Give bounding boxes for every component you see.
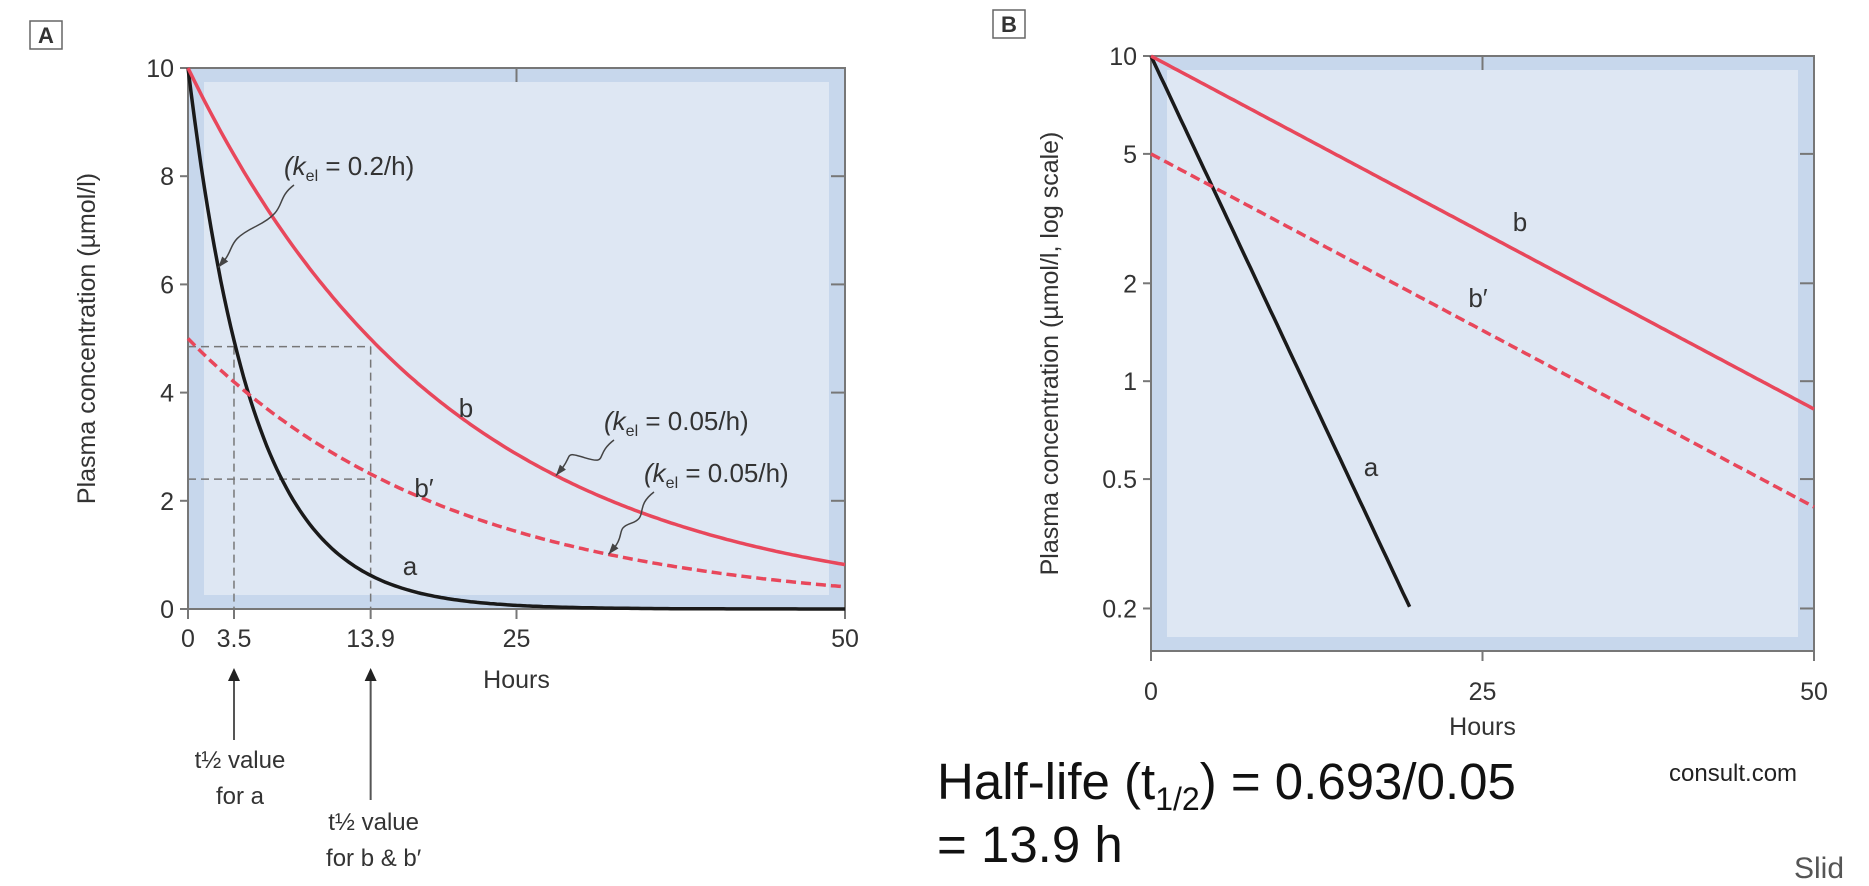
y-tick-label: 0.5 — [1102, 466, 1137, 494]
series-line-a — [1149, 55, 1412, 608]
x-tick-label: 0 — [181, 625, 195, 653]
source-credit: consult.com — [1669, 760, 1798, 787]
y-tick-label: 10 — [1109, 43, 1137, 71]
x-tick-label: 25 — [1469, 678, 1497, 706]
half-life-note: for a — [216, 783, 265, 810]
series-line-b — [186, 67, 846, 567]
formula-text-end: ) = 0.693/0.05 — [1199, 753, 1516, 810]
y-tick-label: 2 — [160, 488, 174, 516]
x-axis-label: Hours — [483, 666, 550, 694]
x-axis-label: Hours — [1449, 713, 1516, 741]
series-label-b: b — [459, 393, 473, 423]
formula-subscript: 1/2 — [1155, 781, 1200, 818]
y-tick-label: 0.2 — [1102, 595, 1137, 623]
series-label-b-prime: b′ — [414, 473, 433, 503]
annotation-leader — [607, 491, 655, 555]
x-tick-label: 50 — [1800, 678, 1828, 706]
x-tick-label: 50 — [831, 625, 859, 653]
y-tick-label: 8 — [160, 163, 174, 191]
plot-inner-area — [1167, 70, 1798, 637]
series-label-b-prime: b′ — [1468, 283, 1487, 313]
y-axis-label: Plasma concentration (µmol/l, log scale) — [1036, 132, 1064, 576]
x-tick-label: 3.5 — [217, 625, 252, 653]
series-label-a: a — [1364, 452, 1379, 482]
half-life-arrowhead — [227, 668, 240, 681]
plot-inner-area — [204, 82, 829, 595]
y-tick-label: 0 — [160, 596, 174, 624]
series-label-a: a — [403, 551, 418, 581]
y-tick-label: 2 — [1123, 270, 1137, 298]
half-life-result: = 13.9 h — [937, 816, 1123, 873]
slide-label: Slid — [1794, 852, 1845, 885]
series-line-a — [186, 67, 845, 611]
annotation-leader — [555, 439, 615, 477]
series-label-b: b — [1513, 207, 1527, 237]
annotation-arrowhead — [555, 464, 566, 476]
y-tick-label: 1 — [1123, 368, 1137, 396]
annotation-arrowhead — [608, 543, 619, 555]
panel-label: A — [38, 23, 54, 48]
panel-label: B — [1001, 12, 1017, 37]
half-life-note: for b & b′ — [326, 845, 422, 872]
annotation-arrowhead — [218, 256, 229, 268]
series-line-b-prime — [1150, 152, 1815, 509]
panel-label-box — [29, 20, 63, 50]
kel-annotation: (kel = 0.05/h) — [604, 406, 749, 440]
half-life-note: t½ value — [195, 747, 286, 774]
x-tick-label: 25 — [503, 625, 531, 653]
y-tick-label: 10 — [146, 55, 174, 83]
panel-label-box — [992, 9, 1026, 39]
kel-annotation: (kel = 0.2/h) — [284, 151, 414, 185]
annotation-leader — [217, 184, 295, 269]
half-life-formula: Half-life (t1/2) = 0.693/0.05 — [937, 752, 1516, 818]
series-line-b-prime — [186, 337, 846, 589]
y-tick-label: 5 — [1123, 141, 1137, 169]
x-tick-label: 13.9 — [346, 625, 395, 653]
half-life-arrowhead — [364, 668, 377, 681]
y-tick-label: 6 — [160, 271, 174, 299]
half-life-note: t½ value — [328, 809, 419, 836]
y-tick-label: 4 — [160, 380, 174, 408]
formula-text: Half-life (t — [937, 753, 1156, 810]
kel-annotation: (kel = 0.05/h) — [644, 458, 789, 492]
series-line-b — [1150, 54, 1815, 411]
x-tick-label: 0 — [1144, 678, 1158, 706]
y-axis-label: Plasma concentration (µmol/l) — [73, 173, 101, 504]
